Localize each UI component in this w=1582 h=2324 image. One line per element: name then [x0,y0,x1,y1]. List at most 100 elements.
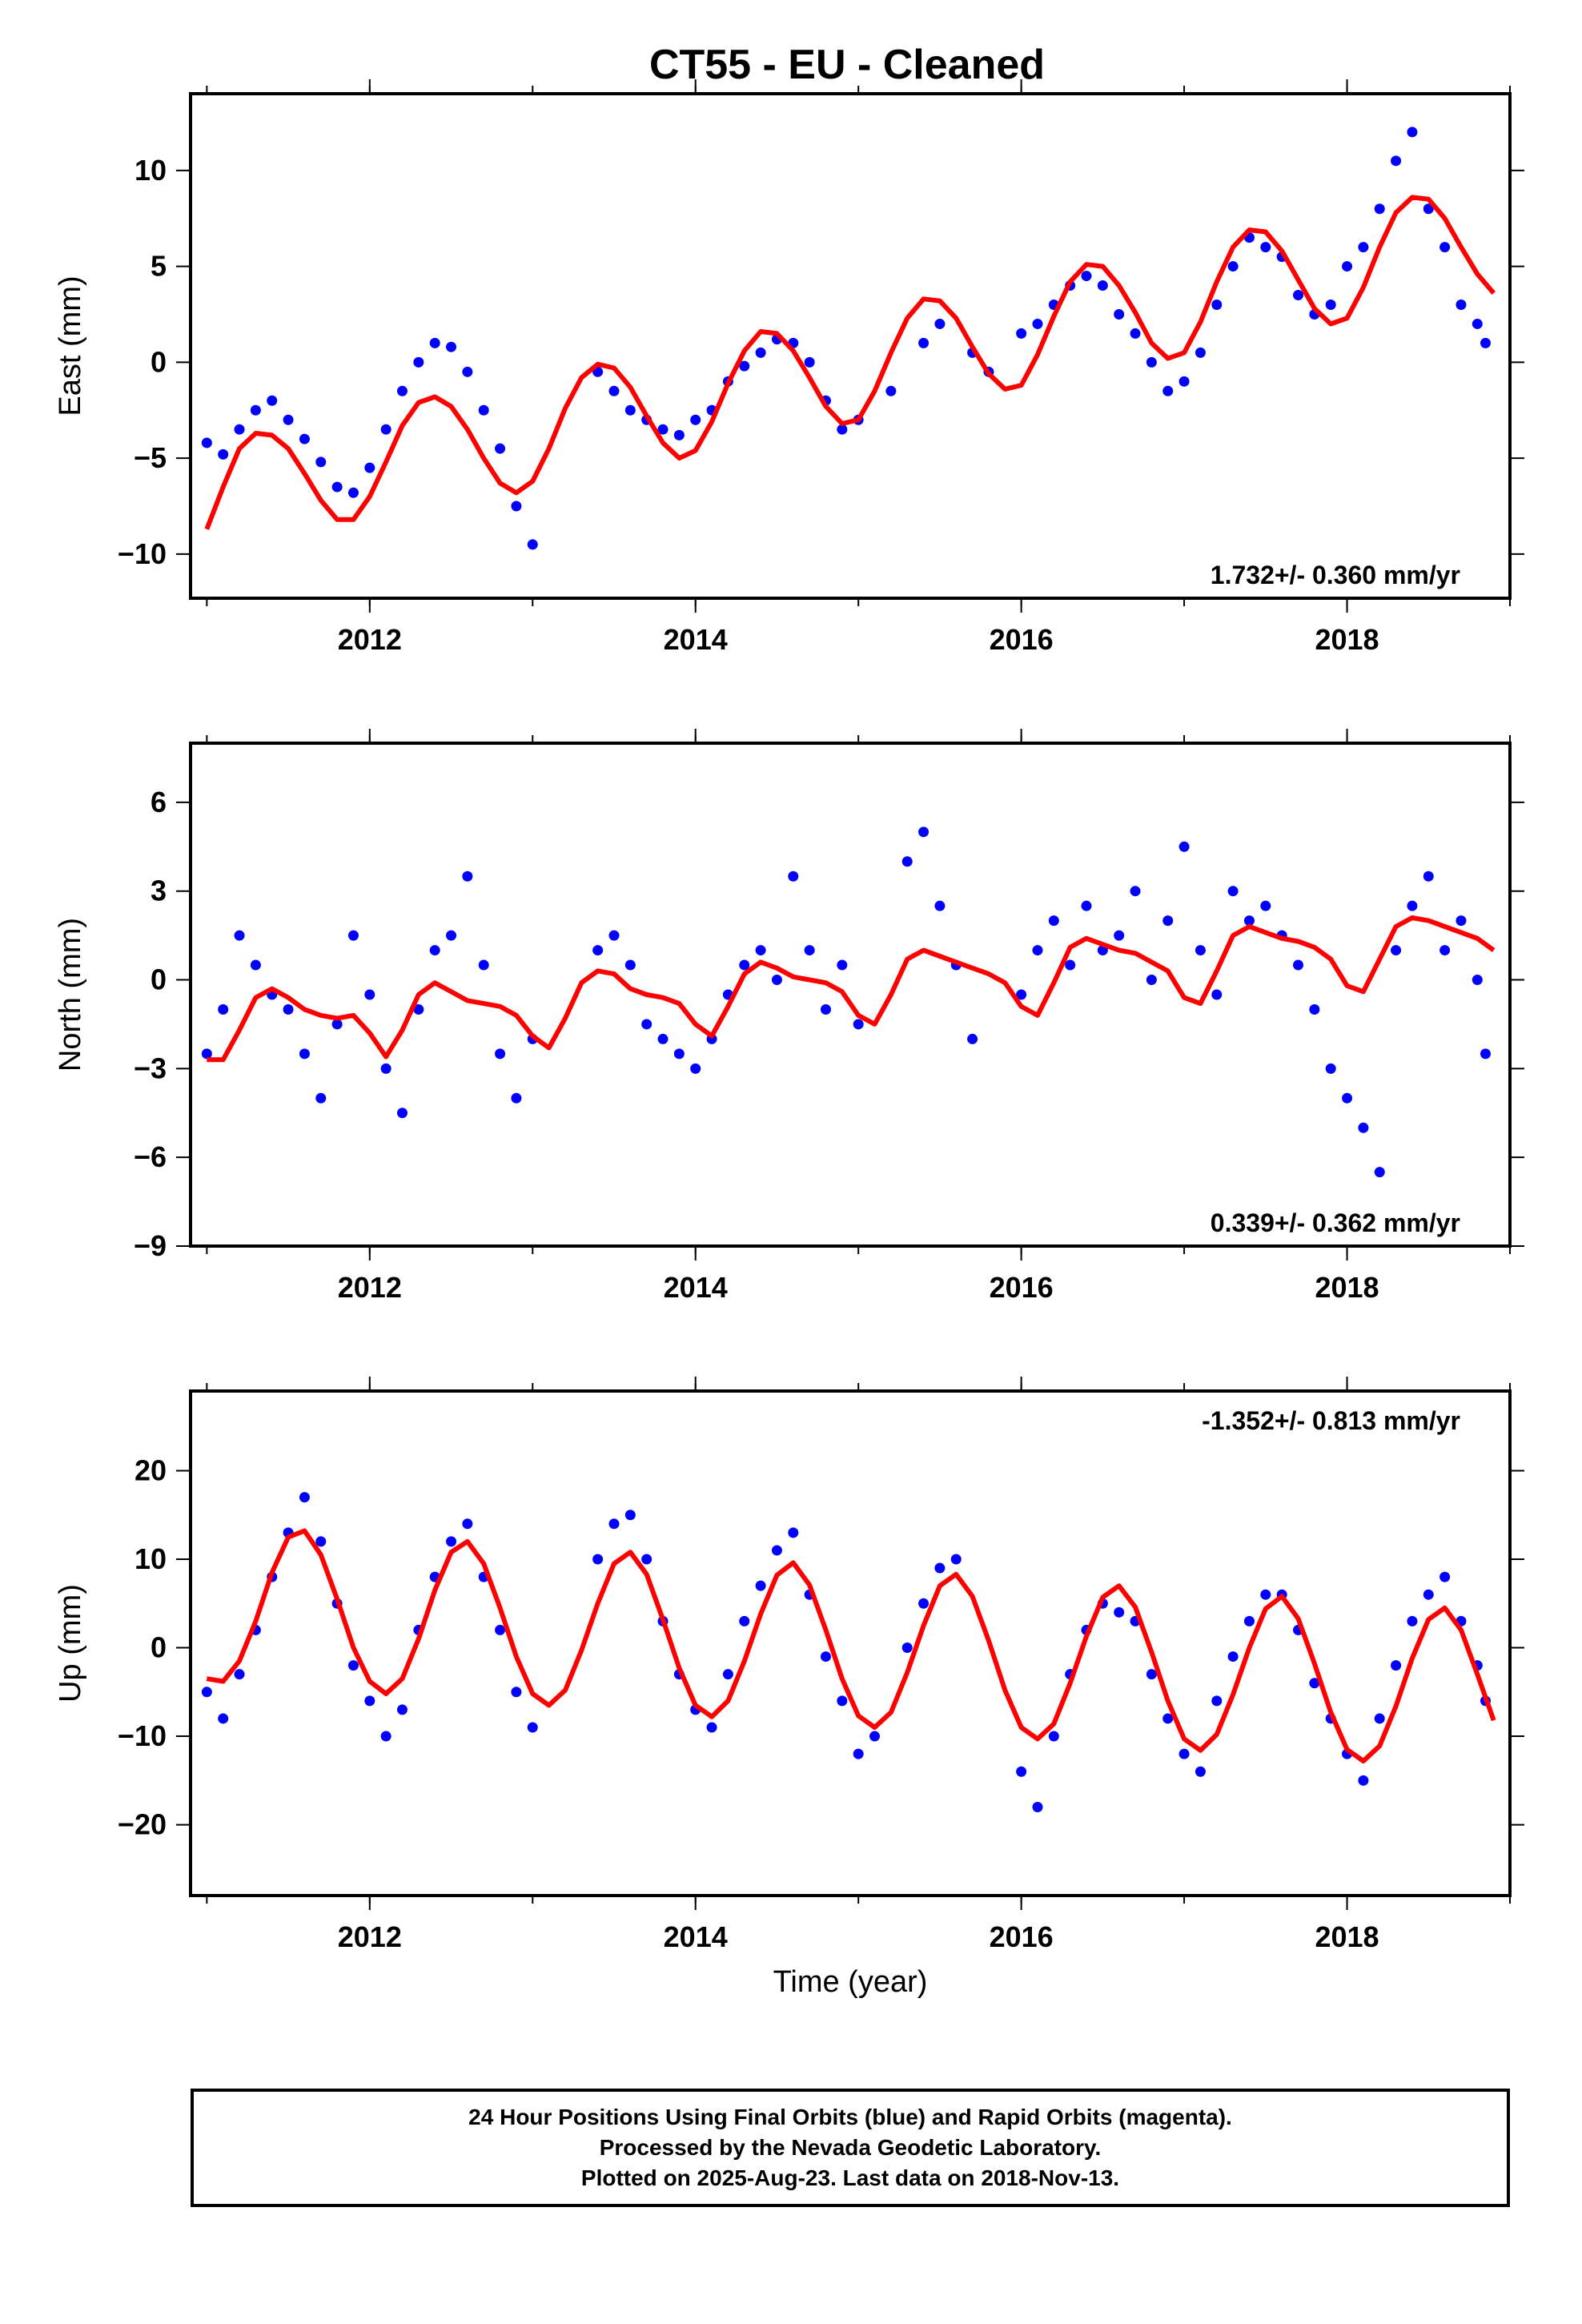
east-data-point [1391,155,1402,167]
north-data-point [934,900,946,911]
north-data-point [1293,959,1304,971]
up-data-point [201,1687,212,1698]
up-data-point [1374,1713,1385,1724]
north-data-point [608,930,620,941]
east-data-point [218,448,229,460]
north-data-point [820,1003,831,1015]
up-data-point [1146,1669,1157,1680]
east-data-point [511,501,522,512]
north-data-point [1456,915,1467,927]
east-data-point [315,456,327,468]
up-ytick-label: −10 [118,1719,167,1752]
up-x-axis-label: Time (year) [773,1965,928,1999]
north-xtick-label: 2016 [990,1271,1054,1304]
up-data-point [624,1510,636,1521]
east-data-point [299,433,310,444]
north-data-point [364,989,375,1000]
north-data-point [804,945,815,956]
east-data-point [1480,337,1491,348]
east-data-point [1162,385,1174,396]
up-ytick-label: 20 [135,1454,167,1486]
north-data-point [1309,1003,1320,1015]
north-data-point [1472,975,1483,986]
north-data-point [1016,989,1027,1000]
north-data-point [1342,1092,1353,1104]
east-data-point [1342,261,1353,272]
north-panel: 2012 2014 2016 2018 −9 −6 −3 0 3 6 North (mm) 0.339… [54,729,1524,1304]
east-data-point [1423,203,1434,215]
east-data-point [1260,242,1271,253]
up-data-point [739,1615,750,1626]
east-data-point [1374,203,1385,215]
east-data-point [250,404,261,416]
up-data-point [396,1704,408,1715]
north-data-point [1391,945,1402,956]
north-data-point [1195,945,1206,956]
north-data-point [478,959,489,971]
east-data-point [201,437,212,448]
up-data-point [901,1642,913,1654]
footer-line-1: 24 Hour Positions Using Final Orbits (bl… [468,2105,1232,2129]
up-data-point [869,1731,881,1742]
north-data-point [429,945,440,956]
north-data-point [837,959,848,971]
north-ytick-label: −9 [134,1229,167,1262]
up-data-point [755,1580,766,1591]
north-data-point [1260,900,1271,911]
up-data-point [934,1562,946,1574]
up-data-point [853,1748,864,1759]
north-ytick-label: 3 [151,875,167,907]
north-data-point [201,1048,212,1059]
east-data-point [673,429,685,440]
up-frame [189,1389,1512,1897]
north-data-point [918,826,930,838]
footer-box: 24 Hour Positions Using Final Orbits (bl… [191,2089,1510,2207]
up-data-point [1439,1571,1451,1582]
up-data-point [608,1518,620,1530]
up-xtick-label: 2018 [1315,1920,1379,1953]
north-data-point [234,930,245,941]
north-plot-area [201,826,1496,1178]
east-data-point [1439,242,1451,253]
up-data-point [1309,1678,1320,1689]
east-xtick-label: 2014 [664,623,728,656]
east-data-point [1211,299,1223,310]
up-data-point [1407,1615,1418,1626]
east-model-curve [204,195,1496,530]
east-data-point [837,424,848,435]
up-model-curve [206,1528,1496,1763]
north-data-point [739,959,750,971]
north-data-point [1162,915,1174,927]
north-data-point [755,945,766,956]
east-data-point [396,385,408,396]
north-data-point [1211,989,1223,1000]
north-data-point [1130,886,1141,897]
north-data-point [1374,1167,1385,1178]
north-ytick-label: −3 [134,1051,167,1084]
north-data-point [396,1108,408,1119]
up-plot-area [201,1492,1496,1812]
north-data-point [788,870,799,882]
east-data-point [1195,347,1206,358]
east-data-point [1097,280,1108,292]
up-panel: 2012 2014 2016 2018 −20 −10 0 10 20 Up (mm) Time (… [54,1377,1524,1999]
up-data-point [820,1651,831,1663]
east-data-point [1146,356,1157,368]
up-data-point [1016,1766,1027,1777]
east-y-axis-label: East (mm) [54,275,87,416]
north-data-point [853,1019,864,1030]
north-data-point [315,1092,327,1104]
up-data-point [1243,1615,1255,1626]
east-data-point [462,366,473,377]
north-data-point [673,1048,685,1059]
north-data-point [462,870,473,882]
up-data-point [706,1722,717,1733]
east-data-point [527,539,538,550]
north-data-point [657,1033,669,1044]
east-xtick-label: 2016 [990,623,1054,656]
north-rate-label: 0.339+/- 0.362 mm/yr [1211,1208,1460,1237]
east-data-point [495,443,506,454]
east-data-point [1130,328,1141,339]
up-data-point [1032,1801,1043,1812]
north-data-point [1325,1063,1336,1074]
